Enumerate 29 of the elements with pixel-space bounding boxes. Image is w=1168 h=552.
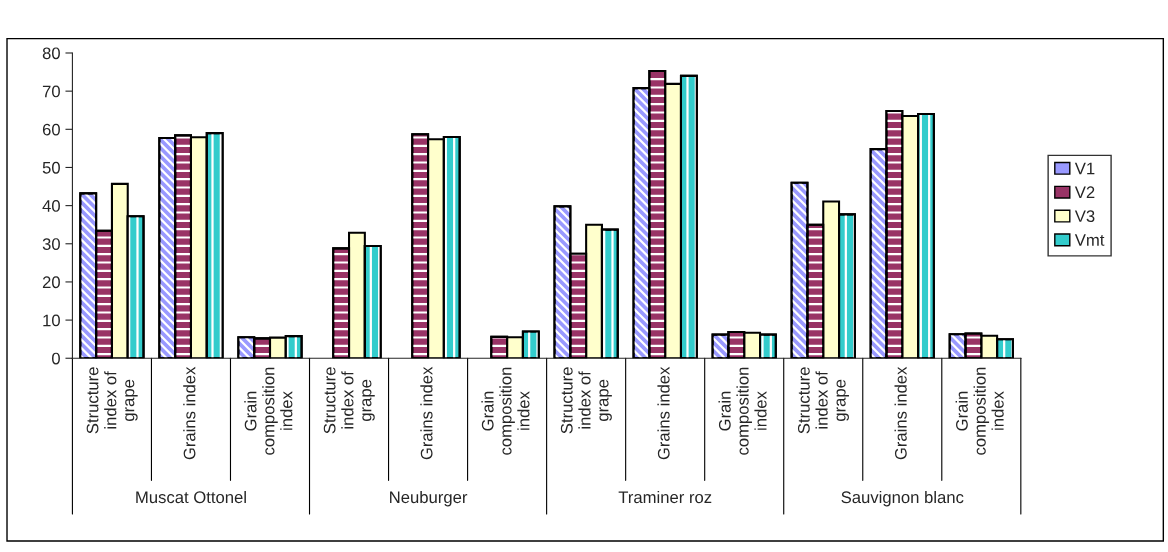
legend-label: V3 [1074, 210, 1095, 223]
legend-label: V1 [1074, 162, 1095, 175]
y-tick-label: 10 [43, 314, 60, 327]
x-tick-label: Grains index [657, 366, 670, 460]
y-tick-label: 40 [42, 200, 60, 212]
x-tick-label: Grain composition index [244, 367, 293, 455]
x-tick-label: Grains index [420, 366, 433, 460]
x-tick-label: Structure index of grape [86, 367, 138, 434]
x-tick-label: Structure index of grape [560, 367, 612, 434]
x-tick-label: Structure index of grape [797, 367, 849, 434]
x-tick-label: Grain composition index [955, 367, 1004, 455]
y-tick-label: 60 [42, 123, 60, 136]
y-tick-label: 20 [42, 276, 60, 289]
y-tick-label: 80 [42, 47, 60, 60]
y-tick-label: 0 [51, 352, 60, 365]
y-tick-label: 70 [42, 85, 60, 98]
y-tick-label: 30 [42, 238, 60, 250]
x-tick-label: Structure index of grape [323, 367, 375, 434]
text: Traminer roz [618, 490, 712, 504]
text: Muscat Ottonel [136, 490, 246, 504]
x-tick-label: Grain composition index [481, 367, 530, 455]
legend-label: Vmt [1074, 234, 1105, 246]
x-tick-label: Grain composition index [718, 367, 767, 455]
text: Sauvignon blanc [841, 490, 964, 507]
x-tick-label: Grains index [183, 366, 196, 460]
text: Neuburger [390, 490, 468, 507]
legend-label: V2 [1074, 186, 1095, 198]
y-tick-label: 50 [42, 161, 60, 174]
x-tick-label: Grains index [894, 366, 907, 460]
